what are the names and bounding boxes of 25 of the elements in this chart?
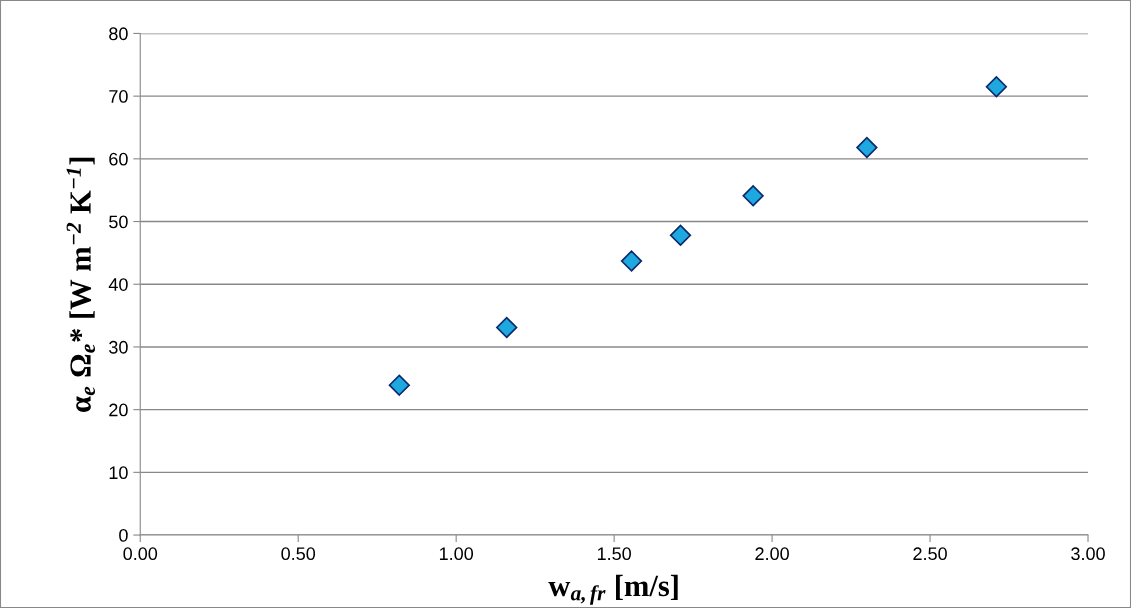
y-tick-label: 0 [119, 528, 128, 542]
x-tick-label: 2.50 [913, 547, 947, 561]
y-tick-label: 70 [109, 90, 128, 103]
point [742, 185, 764, 207]
x-tick-label: 3.00 [1071, 547, 1105, 561]
text: α$_{e}$ Ω$_{e}$* [W m$^{−2}$ K$^{−1}$] [66, 157, 95, 412]
x-tick-label: 0.50 [281, 547, 316, 561]
point [388, 374, 410, 396]
y-tick-label: 60 [109, 152, 128, 166]
y-tick-label: 30 [109, 340, 128, 354]
y-tick-label: 50 [109, 215, 128, 229]
x-axis-title: w$_{a,fr}$ [m/s] [548, 574, 678, 605]
x-tick-label: 2.00 [755, 547, 789, 561]
point [496, 316, 518, 339]
x-tick-label: 0.00 [123, 547, 158, 561]
point [856, 136, 878, 159]
y-tick-label: 40 [108, 278, 128, 291]
x-tick-label: 1.50 [597, 547, 631, 561]
point [669, 224, 692, 246]
point [620, 250, 643, 272]
y-tick-label: 80 [109, 27, 128, 41]
x-tick-label: 1.00 [439, 547, 474, 561]
y-tick-label: 20 [109, 403, 128, 417]
point [985, 76, 1008, 98]
y-tick-label: 10 [109, 466, 128, 480]
